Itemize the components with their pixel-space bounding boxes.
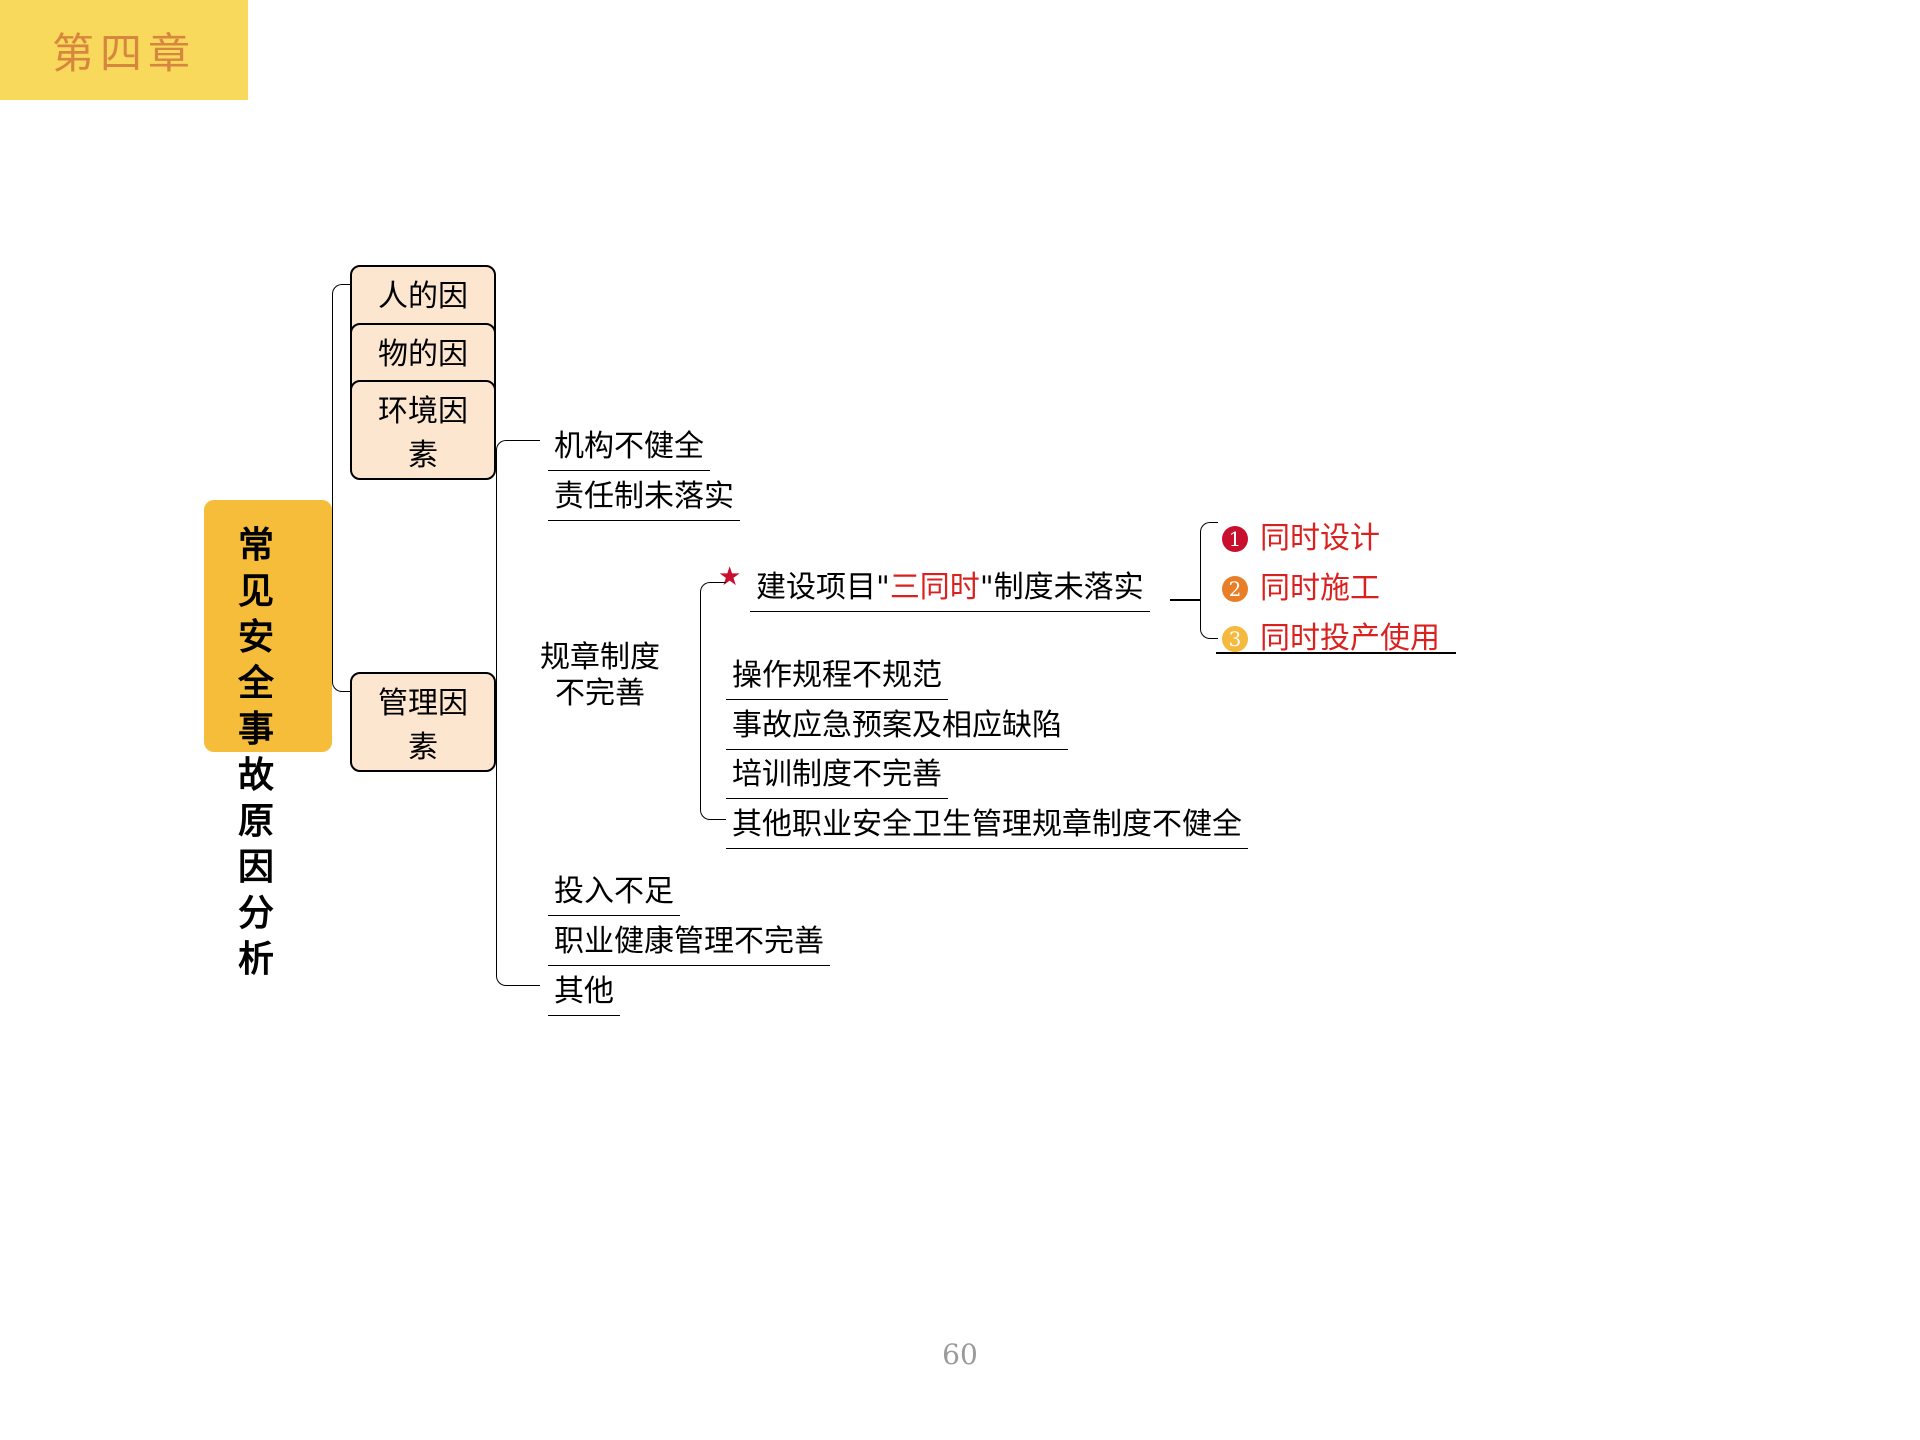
- diagram-canvas: { "page": { "chapter": "第四章", "number": …: [0, 0, 1920, 1440]
- root-line: 分 析: [238, 890, 240, 982]
- leaf-org-incomplete: 机构不健全: [548, 421, 710, 471]
- leaf-rules-imperfect: 规章制度 不完善: [540, 640, 660, 712]
- root-node: 常 见 安 全 事 故 原 因 分 析: [204, 500, 332, 752]
- numbered-operate: 3同时投产使用: [1222, 613, 1440, 657]
- leaf-emergency-plan: 事故应急预案及相应缺陷: [726, 700, 1068, 750]
- root-line: 常 见: [238, 522, 240, 614]
- numbered-underline: [1216, 652, 1456, 654]
- connector: [1170, 599, 1200, 601]
- root-line: 安 全: [238, 614, 240, 706]
- chapter-tab: 第四章: [0, 0, 248, 100]
- bracket-numbered: [1200, 522, 1218, 639]
- leaf-health-mgmt: 职业健康管理不完善: [548, 916, 830, 966]
- leaf-op-procedure: 操作规程不规范: [726, 650, 948, 700]
- root-line: 原 因: [238, 798, 240, 890]
- node-env-factor: 环境因素: [350, 380, 496, 480]
- numbered-design: 1同时设计: [1222, 513, 1380, 557]
- leaf-training: 培训制度不完善: [726, 749, 948, 799]
- leaf-responsibility: 责任制未落实: [548, 471, 740, 521]
- leaf-other-regs: 其他职业安全卫生管理规章制度不健全: [726, 799, 1248, 849]
- leaf-other: 其他: [548, 966, 620, 1016]
- leaf-three-simultaneous: 建设项目"三同时"制度未落实: [750, 562, 1150, 612]
- bracket-rules: [700, 582, 726, 820]
- page-number: 60: [942, 1338, 978, 1371]
- node-mgmt-factor: 管理因素: [350, 672, 496, 772]
- numbered-construct: 2同时施工: [1222, 563, 1380, 607]
- leaf-investment: 投入不足: [548, 866, 680, 916]
- bracket-level1: [332, 284, 350, 692]
- bracket-mgmt: [496, 440, 540, 986]
- root-line: 事 故: [238, 706, 240, 798]
